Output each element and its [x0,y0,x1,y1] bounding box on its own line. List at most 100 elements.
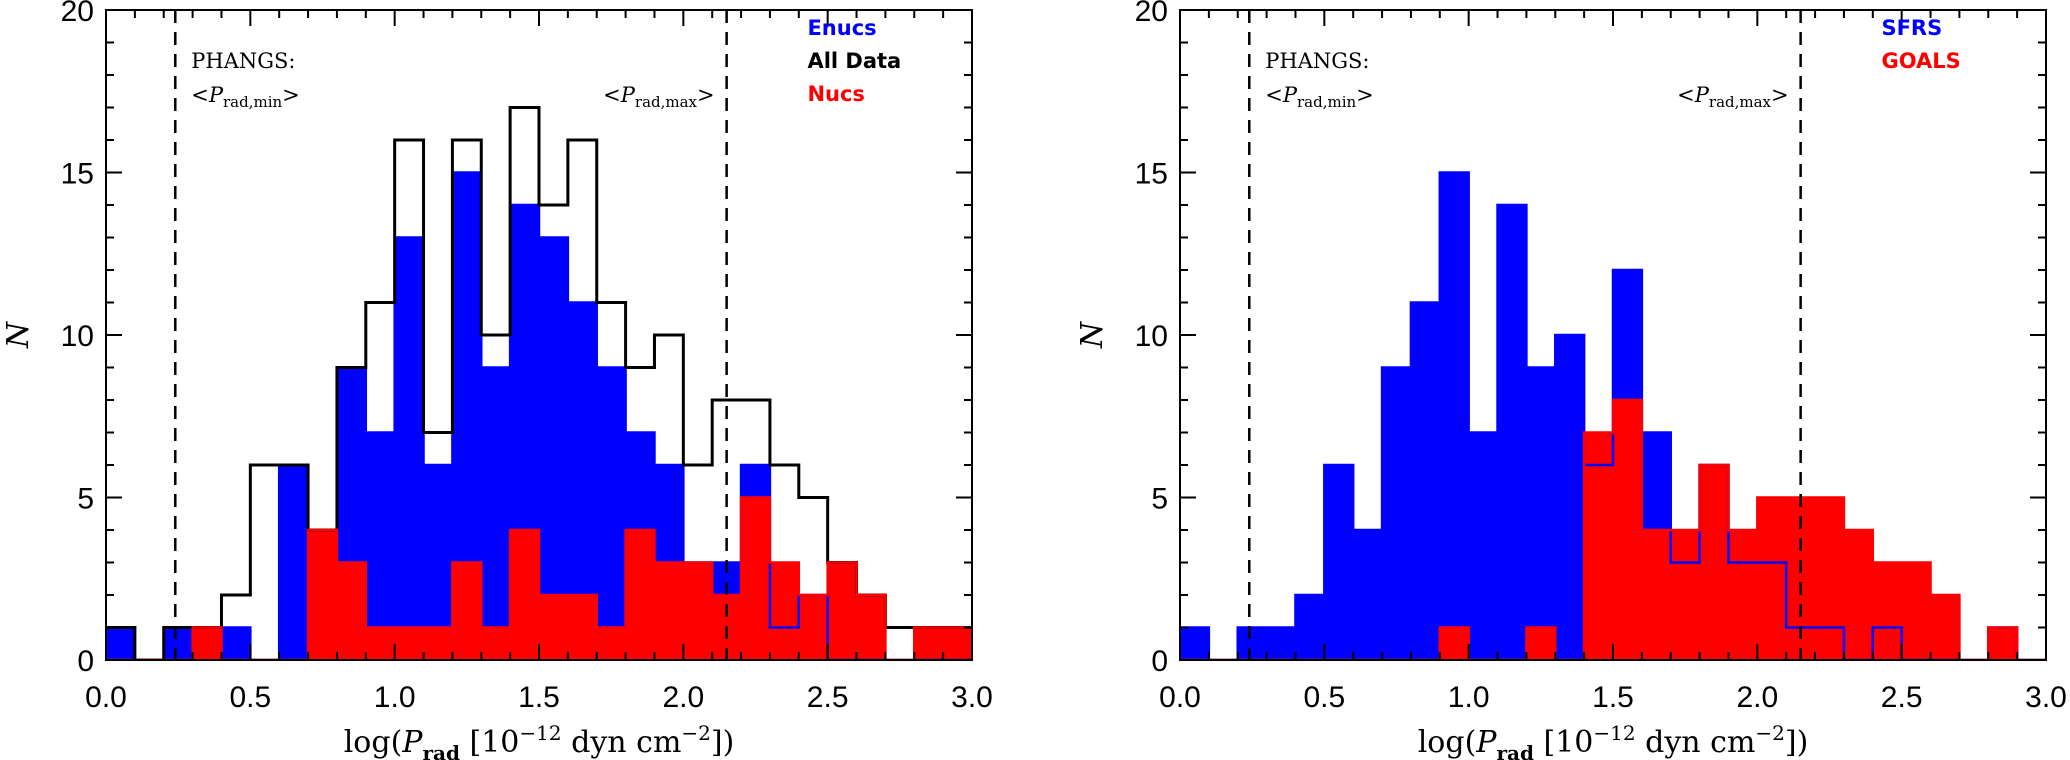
nucs-bar [798,595,829,660]
left-histogram-panel: 0.0 0.5 1.0 1.5 2.0 2.5 3.0 0 5 10 15 20 log(Prad [1… [1,0,993,760]
y-tick-label: 15 [61,158,94,191]
nucs-bar [567,595,598,660]
phangs-title: PHANGS: [1265,49,1369,73]
nucs-series [192,497,972,660]
y-axis: 0 5 10 15 20 [61,0,972,678]
phangs-annotation: PHANGS: <Prad,min> <Prad,max> [191,49,714,111]
y-tick-label: 0 [1151,645,1168,678]
enucs-bar [163,627,194,660]
sfrs-bar [1382,367,1412,660]
y-tick-label: 0 [77,645,94,678]
enucs-bar [106,627,136,660]
sfrs-bar [1468,432,1499,660]
y-tick-label: 20 [61,0,94,28]
nucs-bar [394,627,425,660]
nucs-bar [365,627,396,660]
sfrs-bar [1295,595,1325,660]
x-axis-title: log(Prad [10−12 dyn cm−2]) [1418,721,1809,760]
y-tick-label: 10 [61,320,94,353]
x-tick-label: 0.5 [1303,681,1345,714]
y-axis-title: N [1,320,36,349]
x-tick-label: 0.0 [85,681,127,714]
y-tick-label: 15 [1135,158,1168,191]
prad-min-label: <Prad,min> [1265,83,1374,111]
legend-item-goals: GOALS [1881,49,1960,73]
nucs-bar [423,627,453,660]
enucs-bar [481,367,511,660]
enucs-bar [394,237,425,660]
x-tick-label: 1.5 [1592,681,1634,714]
goals-bar [1815,497,1845,660]
sfrs-bar [1324,465,1354,660]
goals-bar [1526,627,1556,660]
nucs-bar [914,627,944,660]
nucs-bar [683,562,713,660]
y-tick-label: 20 [1135,0,1168,28]
sfrs-bar [1353,530,1383,660]
nucs-step-line [106,496,972,660]
x-tick-label: 2.5 [1881,681,1923,714]
sfrs-bar [1180,627,1210,660]
x-axis: 0.0 0.5 1.0 1.5 2.0 2.5 3.0 [1159,10,2067,714]
enucs-bar [365,432,396,660]
nucs-bar [481,627,511,660]
x-tick-label: 1.0 [374,681,416,714]
legend: Enucs All Data Nucs [807,16,901,106]
nucs-bar [192,627,223,660]
enucs-bar [221,627,251,660]
y-tick-label: 5 [77,483,94,516]
y-axis-title: N [1075,320,1110,349]
x-tick-label: 3.0 [2025,681,2067,714]
nucs-bar [510,530,540,660]
goals-bar [1613,400,1643,660]
goals-step-line [1180,398,2046,660]
nucs-bar [596,627,627,660]
y-axis: 0 5 10 15 20 [1135,0,2046,678]
enucs-bar [539,237,569,660]
x-axis-title: log(Prad [10−12 dyn cm−2]) [344,721,735,760]
goals-bar [1901,562,1932,660]
nucs-bar [654,562,684,660]
right-histogram-panel: 0.0 0.5 1.0 1.5 2.0 2.5 3.0 0 5 10 15 20 log(Prad [1… [1075,0,2067,760]
goals-bar [1930,595,1960,660]
y-tick-label: 5 [1151,483,1168,516]
goals-bar [1988,627,2018,660]
goals-series [1439,400,2018,660]
goals-bar [1584,432,1614,660]
legend-item-nucs: Nucs [807,82,864,106]
nucs-bar [856,595,886,660]
sfrs-bar [1497,205,1527,660]
x-tick-label: 2.0 [662,681,704,714]
nucs-bar [769,562,800,660]
x-tick-label: 0.0 [1159,681,1201,714]
x-tick-label: 0.5 [229,681,271,714]
sfrs-bar [1237,627,1268,660]
legend-item-all-data: All Data [807,49,901,73]
plot-area [1180,171,2046,660]
goals-bar [1670,530,1701,660]
plot-area [106,106,972,660]
sfrs-bar [1266,627,1297,660]
x-tick-label: 3.0 [951,681,993,714]
x-axis: 0.0 0.5 1.0 1.5 2.0 2.5 3.0 [85,10,993,714]
legend-item-sfrs: SFRS [1881,16,1942,40]
x-tick-label: 2.5 [807,681,849,714]
goals-bar [1699,465,1730,660]
nucs-bar [827,562,858,660]
prad-max-label: <Prad,max> [603,83,714,111]
goals-bar [1641,530,1672,660]
legend-item-enucs: Enucs [807,16,876,40]
nucs-bar [741,497,771,660]
x-tick-label: 1.0 [1448,681,1490,714]
sfrs-bar [1555,335,1585,660]
goals-bar [1872,562,1903,660]
phangs-annotation: PHANGS: <Prad,min> <Prad,max> [1265,49,1788,111]
x-tick-label: 2.0 [1736,681,1778,714]
all-data-step-line [106,106,972,660]
nucs-bar [308,530,338,660]
prad-max-label: <Prad,max> [1677,83,1788,111]
phangs-title: PHANGS: [191,49,295,73]
nucs-bar [943,627,972,660]
legend: SFRS GOALS [1881,16,1960,73]
goals-bar [1757,497,1787,660]
